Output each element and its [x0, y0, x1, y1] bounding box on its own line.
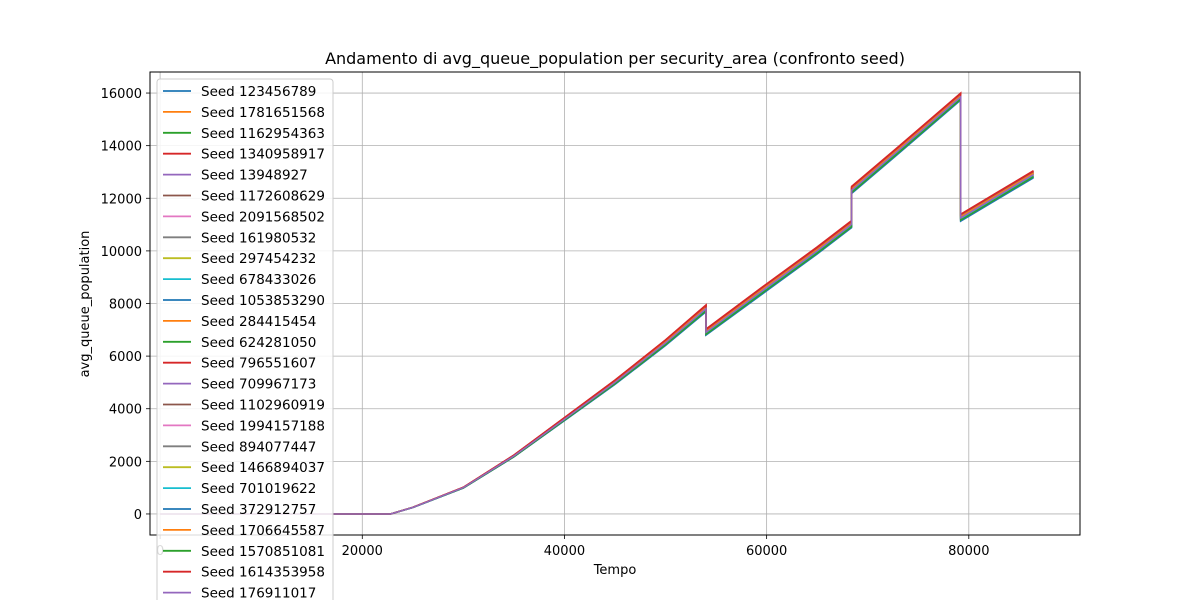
legend-entry: Seed 176911017	[201, 586, 316, 600]
legend-entry: Seed 1466894037	[201, 460, 325, 476]
legend: Seed 123456789 Seed 1781651568 Seed 116295…	[156, 78, 334, 600]
legend-entry: Seed 709967173	[201, 377, 316, 393]
legend-entry: Seed 678433026	[201, 272, 316, 288]
x-tick-label: 80000	[948, 544, 989, 559]
y-tick-label: 10000	[101, 245, 142, 260]
y-axis-label: avg_queue_population	[78, 231, 93, 378]
y-tick-label: 2000	[109, 455, 142, 470]
legend-entry: Seed 624281050	[201, 335, 316, 351]
y-tick-label: 16000	[101, 87, 142, 102]
x-tick-label: 60000	[746, 544, 787, 559]
legend-entry: Seed 1172608629	[201, 189, 325, 205]
legend-entry: Seed 297454232	[201, 251, 316, 267]
legend-entry: Seed 894077447	[201, 439, 316, 455]
legend-entry: Seed 123456789	[201, 84, 316, 100]
series-lines	[160, 91, 1034, 515]
series-line	[160, 95, 1034, 515]
legend-entry: Seed 1340958917	[201, 147, 325, 163]
y-tick-label: 8000	[109, 298, 142, 313]
legend-entry: Seed 161980532	[201, 230, 316, 246]
legend-entry: Seed 1162954363	[201, 126, 325, 142]
y-tick-label: 4000	[109, 403, 142, 418]
legend-entry: Seed 284415454	[201, 314, 316, 330]
legend-entry: Seed 1994157188	[201, 418, 325, 434]
legend-entry: Seed 372912757	[201, 502, 316, 518]
x-axis-label: Tempo	[593, 563, 637, 578]
y-axis: 0 2000 4000 6000 8000 10000 12000 14000 16000	[101, 87, 150, 523]
y-tick-label: 12000	[101, 192, 142, 207]
y-tick-label: 6000	[109, 350, 142, 365]
legend-entry: Seed 796551607	[201, 356, 316, 372]
legend-box	[156, 78, 334, 600]
legend-entry: Seed 1781651568	[201, 105, 325, 121]
legend-entry: Seed 701019622	[201, 481, 316, 497]
legend-entry: Seed 2091568502	[201, 209, 325, 225]
legend-entry: Seed 1053853290	[201, 293, 325, 309]
x-tick-label: 20000	[342, 544, 383, 559]
legend-entry: Seed 1614353958	[201, 565, 325, 581]
legend-entry: Seed 1706645587	[201, 523, 325, 539]
legend-entry: Seed 1102960919	[201, 398, 325, 414]
chart-title: Andamento di avg_queue_population per se…	[325, 49, 905, 69]
legend-entry: Seed 13948927	[201, 168, 308, 184]
legend-entry: Seed 1570851081	[201, 544, 325, 560]
y-tick-label: 0	[134, 508, 142, 523]
y-tick-label: 14000	[101, 140, 142, 155]
x-tick-label: 40000	[544, 544, 585, 559]
